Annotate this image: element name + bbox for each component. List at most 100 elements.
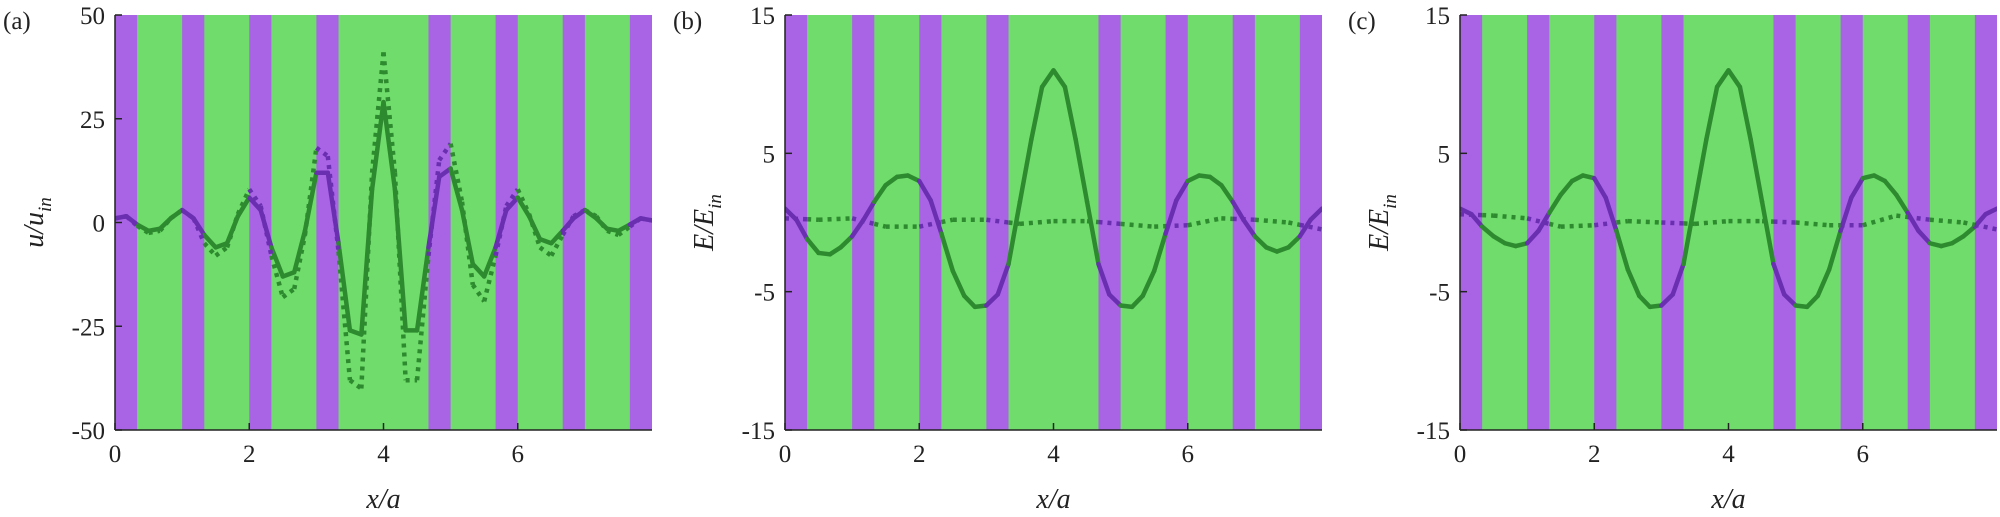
x-tick-label: 4 (377, 441, 390, 468)
y-tick-label: 25 (80, 107, 105, 134)
series-dotted-segment (426, 159, 442, 256)
series-dotted-segment (202, 241, 218, 258)
series-solid-segment (1469, 211, 1485, 229)
series-solid-segment (369, 99, 386, 192)
series-solid-segment (838, 234, 855, 250)
y-axis-label: E/Ein (1364, 194, 1401, 252)
series-solid-segment (1084, 199, 1101, 267)
x-axis-label: x/a (1035, 484, 1070, 515)
y-tick-label: -5 (754, 280, 775, 307)
x-axis-label: x/a (365, 484, 400, 515)
y-tick-label: 0 (93, 211, 106, 238)
series-dotted-segment (986, 217, 1009, 225)
x-tick-label: 2 (913, 441, 926, 468)
series-solid-segment (1062, 84, 1078, 142)
series-solid-segment (1826, 228, 1843, 272)
series-solid-segment (1916, 228, 1933, 246)
series-dotted-segment (158, 216, 173, 233)
series-dotted-segment (1287, 220, 1301, 228)
series-dotted-segment (281, 287, 296, 300)
x-axis-label: x/a (1710, 484, 1745, 515)
series-dotted-segment (1086, 218, 1099, 225)
series-solid-segment (1771, 261, 1787, 297)
series-dotted-segment (851, 216, 875, 227)
y-tick-label: -50 (72, 418, 105, 445)
series-dotted-segment (1560, 223, 1595, 229)
series-solid-segment (1174, 178, 1190, 203)
series-dotted-segment (628, 216, 642, 229)
panel-label: (a) (3, 8, 31, 35)
series-dotted-segment (538, 245, 553, 258)
series-dotted-segment (1773, 219, 1796, 225)
series-dotted-segment (115, 214, 127, 221)
series-solid-segment (202, 232, 218, 250)
series-solid-segment (1073, 137, 1090, 204)
series-solid-segment (459, 207, 476, 267)
series-dotted-segment (1008, 220, 1021, 227)
series-solid-segment (1704, 84, 1720, 142)
series-solid-segment (794, 217, 810, 242)
series-dotted-segment (1098, 219, 1121, 227)
purple-band (316, 15, 339, 430)
series-solid-segment (1039, 68, 1056, 90)
purple-band (562, 15, 585, 430)
x-tick-label: 6 (512, 441, 525, 468)
series-solid-segment (1592, 175, 1608, 200)
series-dotted-segment (1661, 220, 1684, 226)
series-dotted-segment (1120, 221, 1155, 229)
series-dotted-segment (1165, 223, 1188, 229)
series-solid-segment (302, 170, 319, 234)
series-dotted-segment (180, 208, 195, 221)
series-solid-segment (1547, 192, 1563, 216)
series-dotted-segment (1616, 218, 1629, 225)
series-solid-segment (804, 236, 821, 256)
series-solid-segment (1614, 228, 1631, 272)
series-solid-segment (1536, 210, 1552, 234)
series-dotted-segment (437, 142, 453, 162)
series-dotted-segment (940, 217, 954, 225)
series-solid-segment (1029, 84, 1045, 142)
series-dotted-segment (470, 283, 487, 303)
series-dotted-segment (124, 214, 139, 228)
series-solid-segment (269, 245, 286, 279)
series-solid-segment (549, 228, 565, 246)
series-solid-segment (1636, 293, 1653, 310)
series-solid-segment (1603, 195, 1619, 234)
series-solid-segment (1017, 137, 1034, 204)
y-axis-label: E/Ein (689, 194, 726, 252)
y-tick-label: 5 (763, 141, 776, 168)
series-solid-segment (1670, 261, 1686, 297)
series-solid-segment (1659, 292, 1676, 308)
series-solid-segment (392, 187, 408, 333)
series-solid-segment (928, 198, 944, 236)
series-dotted-segment (527, 213, 543, 249)
series-solid-segment (1207, 174, 1224, 188)
series-dotted-segment (818, 216, 853, 222)
series-solid-segment (1894, 192, 1910, 216)
series-solid-segment (1106, 292, 1123, 308)
series-dotted-segment (1460, 211, 1483, 218)
series-dotted-segment (1896, 213, 1908, 220)
series-dotted-segment (918, 219, 942, 229)
series-dotted-segment (1627, 218, 1662, 225)
series-solid-segment (1524, 228, 1541, 246)
series-dotted-segment (1548, 221, 1562, 229)
series-solid-segment (1714, 68, 1731, 90)
series-dotted-segment (148, 228, 161, 236)
series-dotted-segment (617, 224, 632, 237)
series-solid-segment (1625, 267, 1642, 299)
series-dotted-segment (414, 255, 431, 381)
x-tick-label: 4 (1722, 441, 1735, 468)
purple-band (1460, 15, 1483, 430)
purple-band (1840, 15, 1863, 430)
series-dotted-segment (549, 233, 565, 257)
series-dotted-segment (1299, 222, 1322, 232)
series-solid-segment (1815, 267, 1832, 299)
series-solid-segment (1308, 206, 1322, 222)
y-tick-label: 15 (750, 3, 775, 30)
series-solid-segment (984, 292, 1001, 308)
series-dotted-segment (482, 255, 498, 302)
x-tick-label: 2 (243, 441, 256, 468)
series-dotted-segment (135, 223, 150, 235)
series-solid-segment (1748, 137, 1765, 204)
